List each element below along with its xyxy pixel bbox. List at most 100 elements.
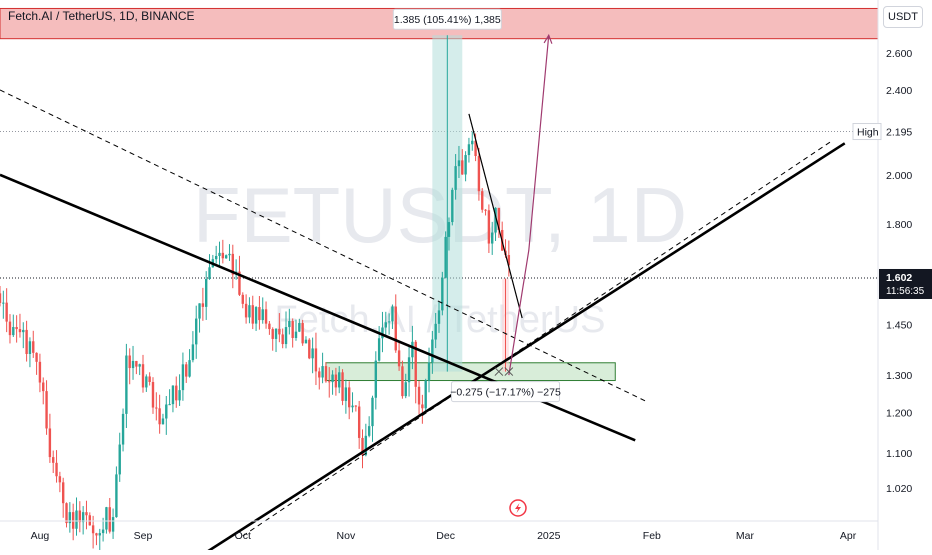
candle-body [128,355,131,369]
high-label: High [857,127,879,139]
candle-body [185,364,188,377]
candle-body [221,252,225,259]
high-value-label: 2.195 [886,127,912,139]
candle-body [165,404,168,419]
lightning-icon[interactable] [515,503,521,513]
candle-body [161,418,165,425]
high-label-box [852,123,882,141]
candle-body [477,156,481,192]
price-tick-label: 1.800 [886,219,912,231]
candle-body [261,309,264,321]
candle-body [264,309,268,324]
candle-body [401,366,404,397]
candle-body [105,507,108,530]
candle-body [441,277,444,311]
projection-arrow [508,35,550,376]
drawings-layer [0,33,846,555]
candle-body [71,512,75,529]
candle-body [341,372,344,401]
current-price-box [879,268,932,299]
candle-body [304,339,308,344]
candle-body [214,255,218,260]
candle-body [68,512,72,524]
candle-body [8,321,12,336]
candle-body [411,341,414,358]
price-tick-label: 1.450 [886,319,912,331]
candle-body [371,397,374,427]
candle-body [357,406,361,438]
candle-body [188,360,191,377]
events-icon[interactable] [509,499,527,517]
candle-body [0,293,2,303]
candle-body [75,510,78,529]
candle-body [168,404,171,406]
candle-body [318,371,321,378]
candle-body [288,321,291,328]
candle-body [32,341,35,353]
candle-body [338,372,341,388]
symbol-title[interactable]: Fetch.AI / TetherUS, 1D, BINANCE [8,9,195,23]
time-tick-label: Apr [840,530,857,542]
candle-body [364,435,368,456]
time-tick-label: Dec [436,530,455,542]
candle-body [281,334,284,345]
candle-body [12,327,15,336]
candle-body [248,305,251,318]
candle-body [18,329,22,333]
candle-body [91,525,95,534]
candle-body [231,253,235,275]
candle-body [474,140,477,157]
candle-body [52,457,55,463]
candle-body [98,533,101,536]
price-tick-label: 1.020 [886,483,912,495]
candle-body [421,404,424,409]
candle-body [38,361,42,383]
candle-body [55,462,58,477]
candle-body [391,306,394,322]
candle-body [494,207,497,233]
time-tick-label: Sep [134,530,153,542]
trendline-descending-dashed [0,89,646,402]
candle-body [88,515,91,526]
candle-body [61,482,65,504]
candle-body [507,255,511,266]
candle-body [447,222,451,237]
candle-body [491,232,494,244]
candle-body [434,323,437,340]
candle-body [427,362,431,381]
candle-body [431,339,434,363]
candle-body [125,355,128,414]
candle-body [135,360,138,367]
candle-body [195,318,198,345]
time-tick-label: Oct [235,530,251,542]
candle-body [201,303,205,307]
time-tick-label: Mar [736,530,755,542]
candle-body [45,391,48,429]
candle-body [25,329,28,354]
candle-body [387,321,391,323]
date-marker [504,367,514,376]
candle-body [171,385,175,405]
candle-body [284,327,288,345]
candle-body [251,305,254,324]
measure-labels-layer: 1.385 (105.41%) 1,385 −0.275 (−17.17%) −2… [392,8,561,403]
candle-body [22,329,25,333]
current-price-countdown: 11:56:35 [886,286,925,297]
candle-body [437,310,441,324]
candle-body [328,381,331,383]
candle-body [344,387,348,401]
wedge-top-line [468,113,523,319]
candle-body [175,385,178,401]
candle-body [48,428,52,458]
candle-body [274,328,278,339]
currency-button[interactable]: USDT [883,6,923,28]
candle-body [131,360,135,369]
candle-body [414,341,417,387]
candle-body [111,517,115,532]
candle-body [451,189,454,223]
price-tick-label: 2.000 [886,170,912,182]
projection-arrow-head [543,33,553,44]
